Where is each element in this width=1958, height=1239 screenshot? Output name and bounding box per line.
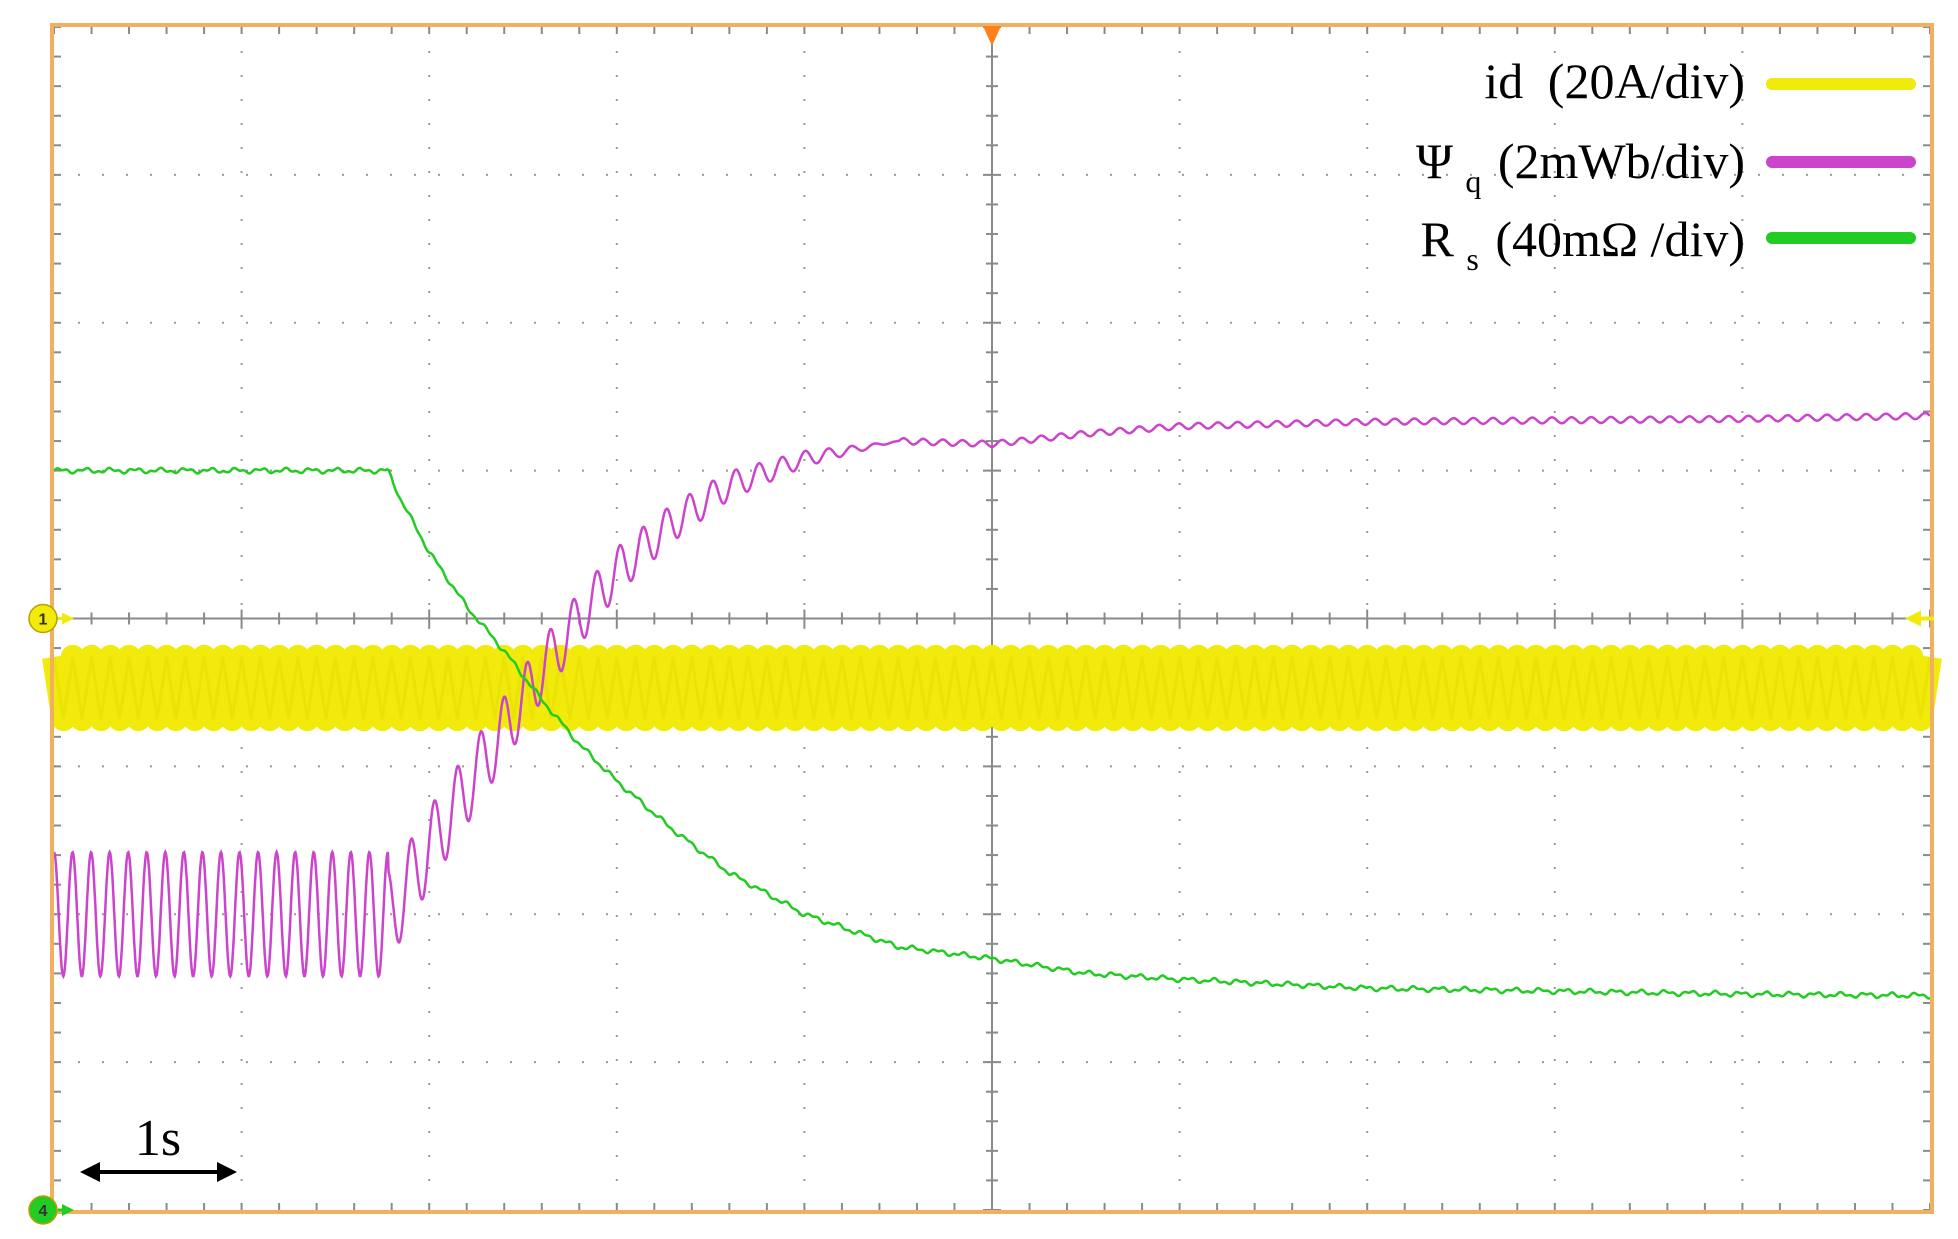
channel-marker-1: 1 <box>28 603 74 634</box>
series-id-trace-core <box>52 656 1932 720</box>
time-scale-arrowhead-right <box>217 1162 237 1182</box>
legend-label-id: id (20A/div) <box>1484 53 1745 109</box>
legend-sub-psiq: q <box>1465 163 1481 199</box>
series-psiq-trace <box>52 411 1931 980</box>
time-scale-label: 1s <box>135 1110 181 1167</box>
time-scale-bar: 1s <box>80 1110 237 1182</box>
channel-marker-4-label: 4 <box>39 1203 48 1220</box>
legend-label-rs: R s (40mΩ /div) <box>1421 211 1745 281</box>
channel-1-right-offset-arrow <box>1905 610 1921 627</box>
channel-markers: 14 <box>28 26 1934 1225</box>
legend-sub-rs: s <box>1466 241 1478 277</box>
series-rs-trace <box>53 466 1931 1000</box>
time-scale-arrowhead-left <box>80 1162 100 1182</box>
trigger-position-marker <box>983 26 1001 46</box>
legend-unit-id: (20A/div) <box>1548 53 1745 109</box>
legend-unit-rs: (40mΩ /div) <box>1495 211 1745 267</box>
channel-marker-4: 4 <box>28 1195 74 1225</box>
legend-name-id: id <box>1484 53 1523 109</box>
legend: id (20A/div) Ψ q (2mWb/div) R s (40mΩ /d… <box>1416 53 1916 281</box>
trace-layer <box>42 411 1942 1000</box>
legend-unit-psiq: (2mWb/div) <box>1498 133 1745 189</box>
legend-label-psiq: Ψ q (2mWb/div) <box>1416 133 1745 203</box>
legend-name-rs: R <box>1421 211 1455 267</box>
legend-name-psiq: Ψ <box>1416 133 1453 189</box>
channel-marker-1-label: 1 <box>39 612 48 629</box>
